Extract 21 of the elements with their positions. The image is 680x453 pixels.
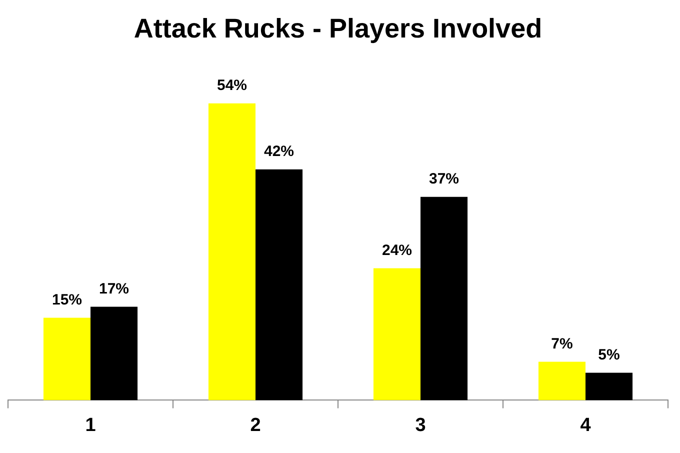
data-label: 24% <box>382 242 412 259</box>
data-label: 37% <box>428 170 460 188</box>
x-tick-label: 3 <box>415 414 426 436</box>
bar <box>43 318 90 400</box>
bar <box>538 362 586 400</box>
x-tick-label: 1 <box>85 414 96 436</box>
bar <box>256 169 303 400</box>
bar <box>420 196 468 400</box>
data-label: 42% <box>264 142 294 160</box>
bar <box>373 268 420 400</box>
data-label: 5% <box>598 346 620 364</box>
data-label: 54% <box>216 77 248 94</box>
data-label: 15% <box>52 291 82 308</box>
data-label: 7% <box>551 335 573 352</box>
chart-title: Attack Rucks - Players Involved <box>134 14 542 44</box>
data-label: 17% <box>98 280 130 298</box>
x-tick-label: 4 <box>580 414 592 436</box>
bar <box>586 372 633 400</box>
bar <box>90 306 138 400</box>
bar <box>208 103 256 400</box>
x-tick-label: 2 <box>250 414 261 436</box>
